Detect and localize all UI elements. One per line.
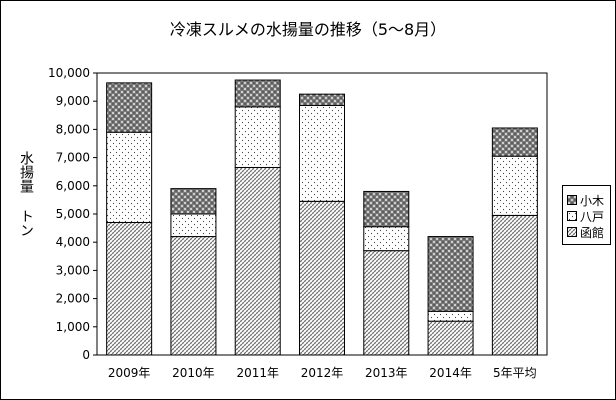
legend-label: 八戸 [580,209,605,224]
bar-segment-ogi [170,188,217,215]
y-axis-title: 水揚量 [18,151,34,193]
y-tick-label: 3,000 [56,263,90,277]
bar-segment-hakodate [106,221,153,356]
x-tick-label: 2013年 [365,366,408,380]
bar-segment-ogi [363,190,410,228]
y-tick-label: 2,000 [56,292,90,306]
bar-segment-hakodate [491,214,538,356]
x-tick-label: 2011年 [236,366,279,380]
bars [106,79,538,356]
x-axis-ticks: 2009年 2010年 2011年 2012年 2013年 2014年 5年平均 [108,366,537,380]
y-tick-label: 9,000 [56,94,90,108]
legend-label: 小木 [580,193,605,208]
y-tick-label: 4,000 [56,235,90,249]
x-tick-label: 2012年 [301,366,344,380]
bar-segment-ogi [427,236,474,312]
x-tick-label: 2010年 [172,366,215,380]
y-axis-ticks: 0 1,000 2,000 3,000 4,000 5,000 6,000 7,000 8,00… [48,66,97,362]
legend-item-hakodate: 函館 [567,225,605,240]
chart-title: 冷凍スルメの水揚量の推移（5～8月） [169,20,447,39]
legend-swatch-ogi [567,195,577,205]
bar-segment-hachinohe [491,155,538,216]
bar-segment-hakodate [427,320,474,356]
y-tick-label: 0 [82,348,90,362]
bar-segment-hakodate [234,166,281,356]
y-tick-label: 5,000 [56,207,90,221]
bar-segment-ogi [491,127,538,157]
legend-item-hachinohe: 八戸 [567,209,605,224]
legend: 小木 八戸 函館 [562,185,611,245]
x-tick-label: 2014年 [429,366,472,380]
bar-segment-hachinohe [363,226,410,252]
y-tick-label: 1,000 [56,320,90,334]
x-tick-label: 2009年 [108,366,151,380]
bar-segment-ogi [299,93,345,106]
legend-swatch-hachinohe [567,211,577,221]
bar-segment-hakodate [299,200,345,356]
legend-item-ogi: 小木 [567,193,605,208]
y-axis-label: 水揚量 トン [15,151,35,237]
y-tick-label: 7,000 [56,151,90,165]
bar-segment-ogi [234,79,281,108]
bar-segment-hachinohe [106,131,153,223]
y-tick-label: 8,000 [56,122,90,136]
y-tick-label: 6,000 [56,179,90,193]
bar-segment-hakodate [170,236,217,356]
y-axis-unit: トン [18,209,34,237]
bar-segment-ogi [106,82,153,133]
bar-segment-hachinohe [427,310,474,322]
bar-segment-hachinohe [170,213,217,238]
x-tick-label: 5年平均 [493,366,537,380]
bar-segment-hachinohe [234,106,281,168]
y-tick-label: 10,000 [48,66,90,80]
bar-segment-hachinohe [299,104,345,202]
bar-segment-hakodate [363,250,410,356]
legend-swatch-hakodate [567,227,577,237]
legend-label: 函館 [580,225,605,240]
